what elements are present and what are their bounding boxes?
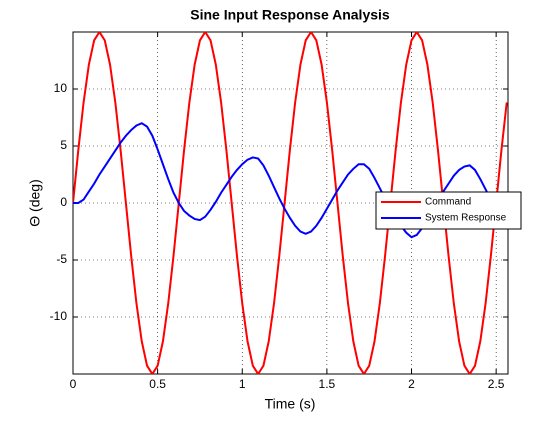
y-tick-label: 5 bbox=[60, 138, 67, 152]
y-tick-label: 0 bbox=[60, 195, 67, 209]
x-tick-label: 2 bbox=[408, 377, 415, 391]
x-tick-label: 2.5 bbox=[488, 377, 505, 391]
legend-label: System Response bbox=[425, 213, 507, 224]
x-tick-label: 0 bbox=[70, 377, 77, 391]
y-tick-label: -10 bbox=[50, 309, 68, 323]
legend-label: Command bbox=[425, 197, 471, 208]
y-axis-label: Θ (deg) bbox=[27, 179, 43, 226]
y-tick-label: -5 bbox=[56, 252, 67, 266]
legend-box bbox=[375, 191, 522, 230]
x-tick-label: 1.5 bbox=[319, 377, 336, 391]
x-tick-label: 0.5 bbox=[149, 377, 166, 391]
x-tick-label: 1 bbox=[239, 377, 246, 391]
y-tick-label: 10 bbox=[54, 81, 68, 95]
x-axis-label: Time (s) bbox=[265, 396, 316, 412]
chart-title: Sine Input Response Analysis bbox=[190, 7, 390, 23]
series-line bbox=[73, 32, 508, 374]
